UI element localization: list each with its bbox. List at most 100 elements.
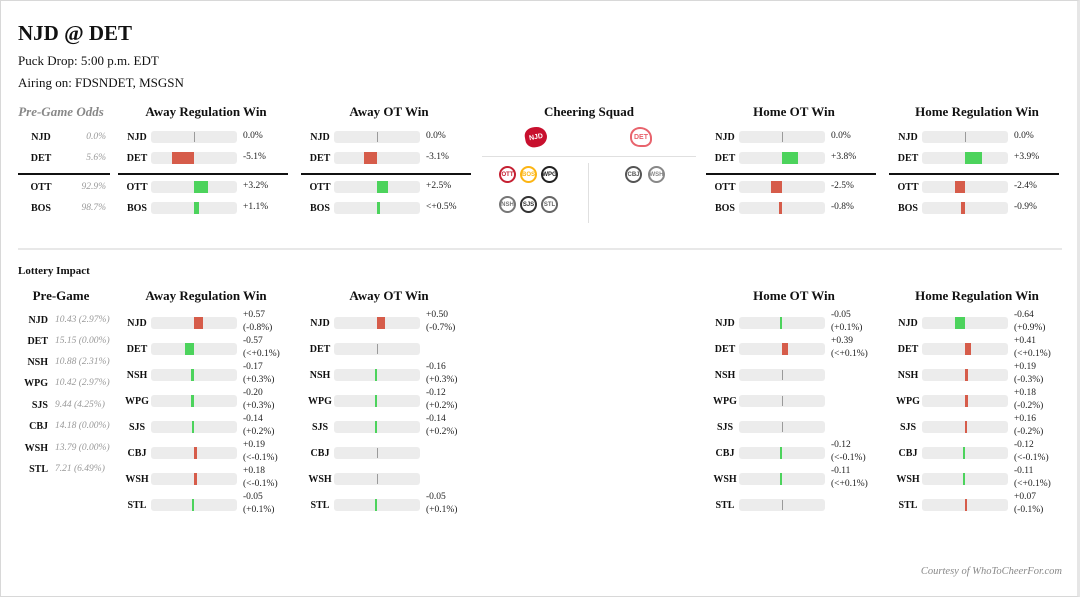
pick-change: +0.39 [831, 336, 853, 346]
senators-logo-icon: OTT [499, 166, 516, 183]
lottery-row: STL [122, 498, 152, 512]
lottery-row: NJD [710, 316, 740, 330]
lottery-bar-track [922, 317, 1008, 329]
pick-change: -0.05 [831, 310, 851, 320]
lottery-row: STL [305, 498, 335, 512]
odds-change: (+0.2%) [243, 427, 275, 437]
zero-marker [194, 132, 195, 142]
team-abbr: STL [898, 499, 918, 511]
odds-change: (<-0.1%) [831, 453, 866, 463]
impact-value: -0.8% [831, 202, 854, 212]
odds-value: 92.9% [81, 182, 106, 192]
team-abbr: WPG [308, 395, 332, 407]
pick-change: -0.05 [426, 492, 446, 502]
positive-impact-bar [194, 181, 208, 193]
pregame-odds-row: DET 5.6% [26, 151, 106, 165]
team-abbr: NSH [714, 369, 736, 381]
team-abbr: NJD [127, 131, 147, 143]
team-abbr: NJD [31, 131, 51, 143]
lottery-delta: -0.14 (+0.2%) [243, 413, 274, 439]
squad-vertical-divider [588, 163, 589, 223]
impact-bar-track [334, 152, 420, 164]
lottery-row: CBJ [893, 446, 923, 460]
negative-impact-bar [965, 499, 967, 511]
lottery-scenario-title: Home OT Win [753, 288, 835, 303]
negative-impact-bar [771, 181, 782, 193]
team-abbr: DET [714, 152, 736, 164]
impact-bar-track [151, 131, 237, 143]
lottery-delta: -0.05 (+0.1%) [831, 309, 862, 335]
odds-value: 5.6% [86, 153, 106, 163]
lottery-row: WSH [710, 472, 740, 486]
odds-change: (<-0.1%) [243, 479, 278, 489]
lottery-bar-track [151, 421, 237, 433]
lottery-bar-track [334, 343, 420, 355]
team-abbr: NJD [310, 317, 330, 329]
team-abbr: WPG [125, 395, 149, 407]
pick-change: -0.57 [243, 336, 263, 346]
lottery-row: NSH [710, 368, 740, 382]
team-abbr: BOS [30, 202, 51, 214]
pick-change: -0.12 [831, 440, 851, 450]
lottery-row: DET [893, 342, 923, 356]
pick-change: -0.05 [243, 492, 263, 502]
impact-bar-track [739, 202, 825, 214]
pregame-odds-title: Pre-Game Odds [18, 104, 104, 119]
positive-impact-bar [780, 473, 782, 485]
lottery-row: CBJ [122, 446, 152, 460]
blue-jackets-logo-icon: CBJ [625, 166, 642, 183]
negative-impact-bar [172, 152, 194, 164]
odds-change: (<-0.1%) [243, 453, 278, 463]
team-abbr: NJD [898, 131, 918, 143]
impact-bar-track [151, 181, 237, 193]
team-abbr: WSH [713, 473, 737, 485]
impact-bar-track [739, 181, 825, 193]
scenario-row: NJD [710, 130, 878, 144]
team-abbr: WSH [649, 171, 664, 178]
impact-bar-track [922, 152, 1008, 164]
positive-impact-bar [375, 395, 377, 407]
lottery-delta: +0.19 (<-0.1%) [243, 439, 278, 465]
lottery-bar-track [739, 447, 825, 459]
scenario-divider [706, 173, 876, 175]
negative-impact-bar [782, 343, 788, 355]
positive-impact-bar [782, 152, 799, 164]
team-abbr: STL [715, 499, 735, 511]
lottery-row: NSH [122, 368, 152, 382]
scenario-row: NJD [305, 130, 473, 144]
lottery-pregame-value: 13.79 (0.00%) [55, 443, 110, 453]
odds-change: (+0.3%) [426, 375, 458, 385]
lottery-row: STL [893, 498, 923, 512]
lottery-delta: +0.50 (-0.7%) [426, 309, 455, 335]
team-abbr: CBJ [898, 447, 918, 459]
scenario-divider [889, 173, 1059, 175]
team-abbr: DET [897, 343, 919, 355]
scenario-row: BOS [122, 201, 290, 215]
odds-change: (-0.2%) [1014, 401, 1044, 411]
impact-value: 0.0% [426, 131, 446, 141]
lottery-delta: +0.18 (<-0.1%) [243, 465, 278, 491]
predators-logo-icon: NSH [499, 196, 516, 213]
capitals-logo-icon: WSH [648, 166, 665, 183]
zero-marker [377, 344, 378, 354]
scenario-row: DET [122, 151, 290, 165]
pick-change: -0.16 [426, 362, 446, 372]
pick-change: -0.17 [243, 362, 263, 372]
team-abbr: DET [309, 152, 331, 164]
pick-change: +0.18 [243, 466, 265, 476]
pick-change: -0.11 [831, 466, 851, 476]
team-abbr: BOS [522, 171, 536, 178]
odds-change: (<+0.1%) [831, 479, 868, 489]
impact-value: +3.9% [1014, 152, 1040, 162]
odds-change: (<+0.1%) [1014, 349, 1051, 359]
lottery-row: WSH [305, 472, 335, 486]
lottery-bar-track [739, 421, 825, 433]
team-abbr: WSH [896, 473, 920, 485]
positive-impact-bar [185, 343, 194, 355]
impact-bar-track [922, 202, 1008, 214]
zero-marker [965, 132, 966, 142]
lottery-delta: -0.11 (<+0.1%) [1014, 465, 1051, 491]
pregame-odds-row: BOS 98.7% [26, 201, 106, 215]
odds-change: (+0.3%) [243, 375, 275, 385]
odds-value: 98.7% [81, 203, 106, 213]
